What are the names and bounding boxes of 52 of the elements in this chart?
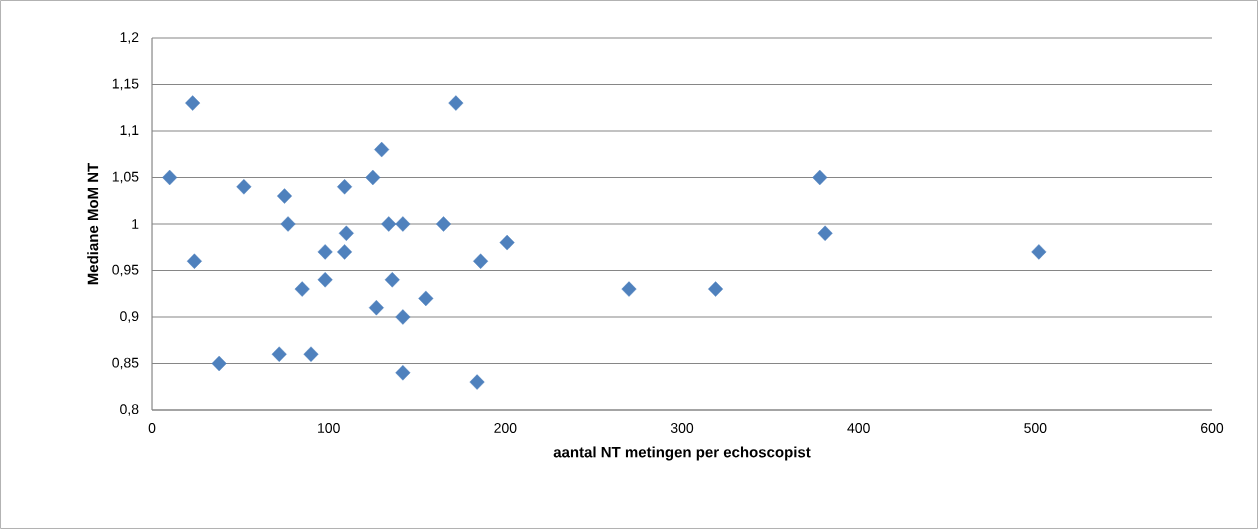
y-tick-label: 1: [132, 219, 139, 229]
point: [211, 355, 227, 372]
point: [317, 272, 333, 288]
point: [317, 244, 333, 260]
y-tick-label: 0,9: [120, 311, 139, 323]
x-axis-title: aantal NT metingen per echoscopist: [553, 446, 811, 461]
point: [186, 253, 202, 269]
y-tick-label: 1,15: [112, 78, 139, 91]
point: [185, 95, 201, 111]
point: [621, 281, 637, 297]
point: [236, 179, 252, 195]
y-tick-label: 0,85: [112, 357, 139, 370]
y-tick-label: 0,95: [112, 264, 139, 277]
x-tick-label: 200: [494, 422, 517, 433]
x-tick-label: 300: [670, 422, 694, 433]
point: [395, 365, 411, 381]
point: [448, 95, 464, 111]
point: [338, 225, 354, 241]
point: [499, 234, 515, 251]
y-axis-title: Mediane MoM NT: [87, 162, 99, 285]
point: [374, 141, 390, 158]
point: [303, 346, 319, 362]
point: [395, 309, 411, 325]
x-tick-label: 400: [847, 422, 870, 433]
point: [469, 374, 485, 390]
x-tick-label: 600: [1201, 422, 1224, 433]
point: [280, 216, 296, 232]
point: [277, 188, 293, 204]
point: [1031, 244, 1047, 260]
point: [337, 179, 353, 195]
point: [418, 290, 434, 307]
point: [395, 216, 411, 232]
point: [384, 272, 400, 288]
point: [368, 299, 384, 316]
x-tick-label: 0: [148, 422, 156, 433]
point: [294, 281, 310, 297]
x-tick-label: 500: [1024, 422, 1047, 433]
y-tick-label: 0,8: [120, 404, 139, 416]
point: [436, 216, 452, 232]
point: [812, 169, 828, 186]
y-tick-label: 1,1: [120, 125, 139, 137]
point: [708, 281, 724, 297]
y-tick-label: 1,2: [120, 32, 139, 44]
y-tick-label: 1,05: [112, 171, 139, 184]
point: [162, 169, 178, 186]
point: [271, 346, 287, 362]
point: [381, 216, 397, 232]
point: [365, 169, 381, 186]
point: [817, 225, 833, 241]
x-tick-label: 100: [318, 422, 340, 433]
point: [473, 253, 489, 269]
point: [337, 244, 353, 260]
